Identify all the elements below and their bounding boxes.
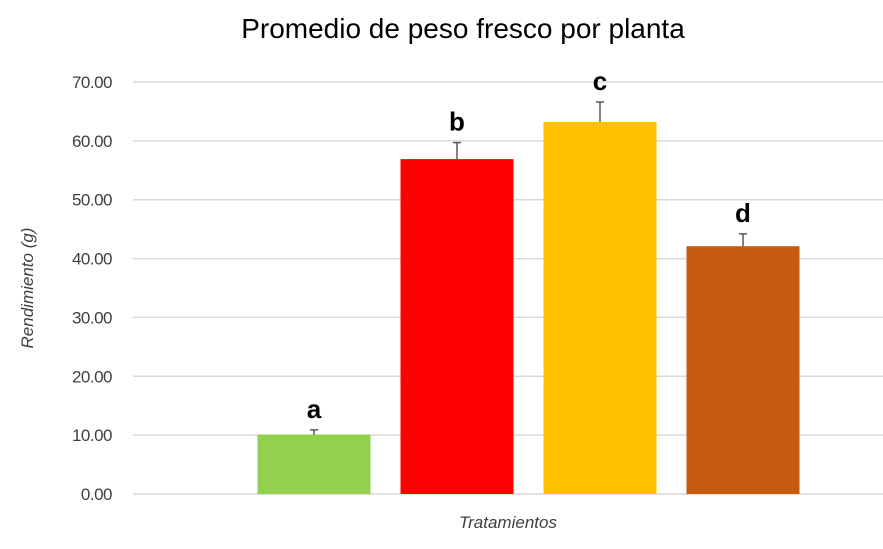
- bar: [686, 246, 800, 494]
- significance-label: b: [449, 107, 465, 137]
- y-tick-label: 10.00: [72, 426, 112, 445]
- bar: [257, 434, 371, 494]
- bars: a b c d: [257, 66, 800, 495]
- bar: [400, 159, 514, 495]
- y-tick-label: 70.00: [72, 73, 112, 92]
- significance-label: a: [307, 394, 322, 424]
- y-tick-label: 50.00: [72, 191, 112, 210]
- y-tick-label: 30.00: [72, 308, 112, 327]
- chart-title: Promedio de peso fresco por planta: [241, 13, 685, 44]
- y-tick-label: 60.00: [72, 132, 112, 151]
- y-tick-label: 0.00: [81, 485, 112, 504]
- y-axis-label: Rendimiento (g): [18, 228, 37, 349]
- significance-label: d: [735, 198, 751, 228]
- y-tick-label: 20.00: [72, 367, 112, 386]
- y-tick-label: 40.00: [72, 250, 112, 269]
- bar: [543, 122, 657, 494]
- x-axis-label: Tratamientos: [459, 513, 557, 532]
- y-axis-ticks: 0.00 10.00 20.00 30.00 40.00 50.00 60.00 70.00: [72, 73, 113, 504]
- significance-label: c: [593, 66, 607, 96]
